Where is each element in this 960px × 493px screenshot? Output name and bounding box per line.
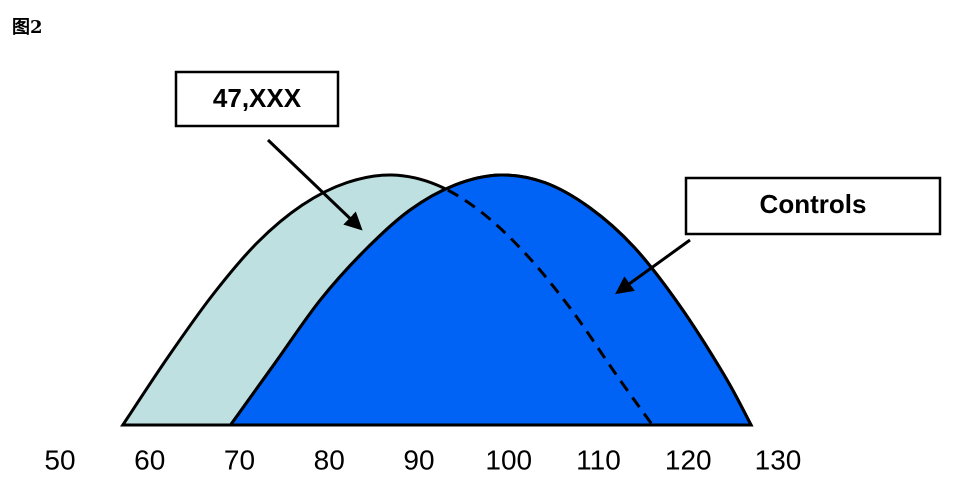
x-tick-label: 70 [224, 444, 255, 475]
series-label: 47,XXX [213, 83, 302, 113]
plot: 50 60 70 80 90 100 110 120 130 [44, 173, 802, 475]
x-tick-label: 100 [485, 444, 532, 475]
label-box [174, 70, 340, 128]
x-tick-label: 80 [314, 444, 345, 475]
arrow [266, 138, 363, 231]
x-tick-label: 130 [755, 444, 802, 475]
arrow [615, 238, 691, 295]
x-tick-label: 120 [665, 444, 712, 475]
x-tick-label: 50 [44, 444, 75, 475]
series-label: Controls [760, 189, 867, 219]
x-tick-label: 90 [403, 444, 434, 475]
x-tick-label: 60 [134, 444, 165, 475]
label-box [684, 176, 942, 236]
x-tick-label: 110 [576, 444, 621, 475]
chart-title: 图2 [12, 17, 43, 38]
curve-top [229, 173, 753, 426]
